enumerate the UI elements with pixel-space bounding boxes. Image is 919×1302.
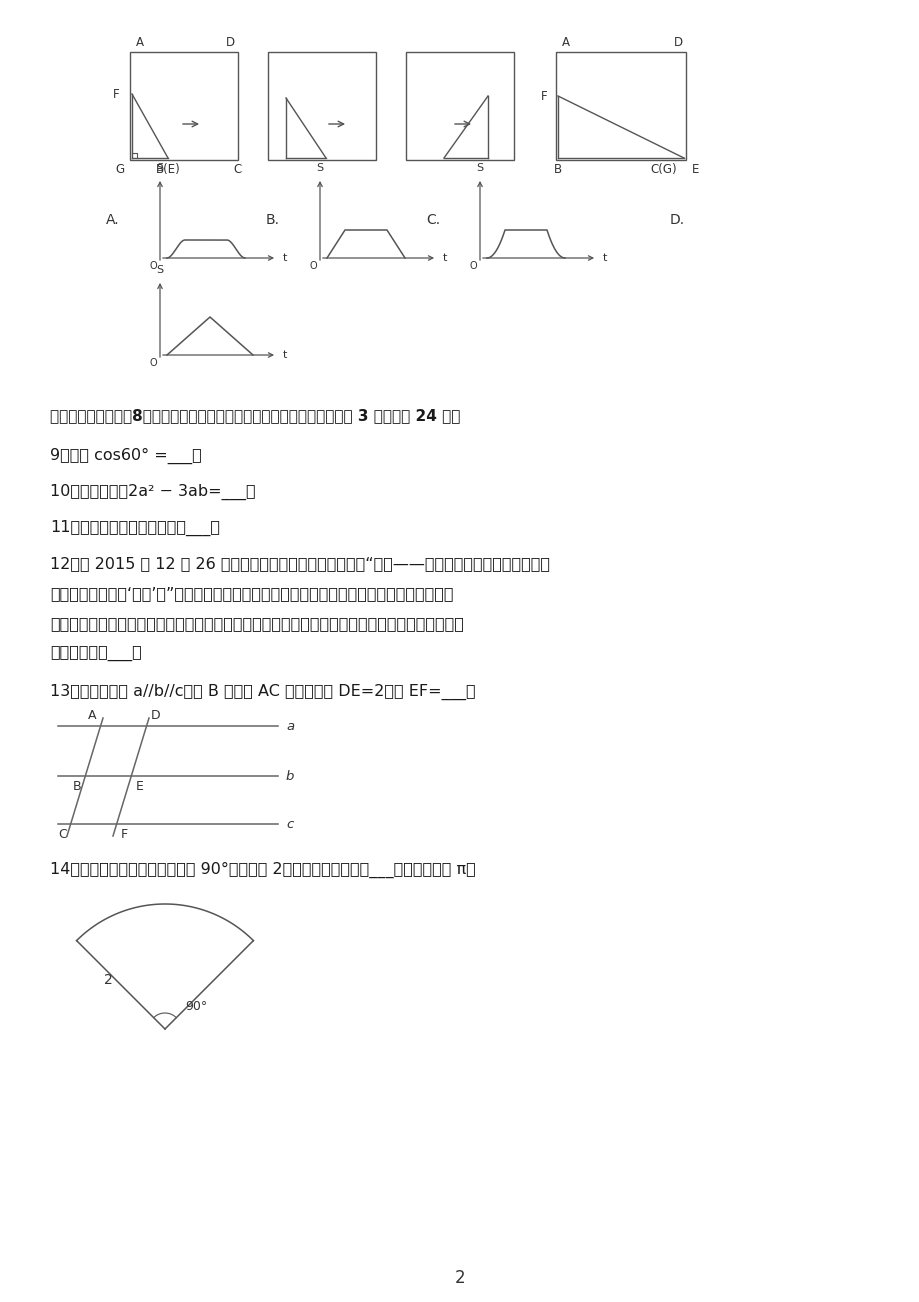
Text: 准备星期天去参观其中一个馆，假设参观者选择每一个馆参观的机会均等，则小张同学选择参观博: 准备星期天去参观其中一个馆，假设参观者选择每一个馆参观的机会均等，则小张同学选择… bbox=[50, 616, 463, 631]
Text: A: A bbox=[562, 36, 570, 49]
Text: D: D bbox=[151, 710, 160, 723]
Text: B: B bbox=[553, 163, 562, 176]
Text: t: t bbox=[443, 253, 447, 263]
Text: 13．如图，直线 a//b//c，点 B 是线段 AC 的中点，若 DE=2，则 EF=___．: 13．如图，直线 a//b//c，点 B 是线段 AC 的中点，若 DE=2，则… bbox=[50, 684, 475, 700]
Text: b: b bbox=[286, 769, 294, 783]
Text: F: F bbox=[120, 828, 128, 841]
Text: D: D bbox=[225, 36, 234, 49]
Text: D: D bbox=[673, 36, 682, 49]
Text: c: c bbox=[286, 818, 293, 831]
Text: C(G): C(G) bbox=[650, 163, 676, 176]
Text: S: S bbox=[316, 163, 323, 173]
Text: a: a bbox=[286, 720, 294, 733]
Text: 2: 2 bbox=[454, 1269, 465, 1286]
Text: t: t bbox=[283, 350, 287, 359]
Text: 12．从 2015 年 12 月 26 日起，一艘载满湘潭历史和文化的“航船——湘潭市规划展示馆、博物馆和: 12．从 2015 年 12 月 26 日起，一艘载满湘潭历史和文化的“航船——… bbox=[50, 556, 550, 572]
Text: B: B bbox=[73, 780, 81, 793]
Text: t: t bbox=[602, 253, 607, 263]
Text: 9．计算 cos60° =___．: 9．计算 cos60° =___． bbox=[50, 448, 201, 465]
Text: A: A bbox=[136, 36, 144, 49]
Text: 14．如图，一个扇形的圆心角为 90°，半径为 2，则该扇形的弧长是___．（结果保留 π）: 14．如图，一个扇形的圆心角为 90°，半径为 2，则该扇形的弧长是___．（结… bbox=[50, 862, 475, 879]
Text: A: A bbox=[88, 710, 96, 723]
Text: E: E bbox=[135, 780, 143, 793]
Text: F: F bbox=[112, 87, 119, 100]
Text: B(E): B(E) bbox=[155, 163, 180, 176]
Text: O: O bbox=[149, 260, 157, 271]
Text: t: t bbox=[283, 253, 287, 263]
Text: C.: C. bbox=[425, 214, 439, 228]
Text: S: S bbox=[156, 163, 164, 173]
Text: A.: A. bbox=[107, 214, 119, 228]
Text: S: S bbox=[476, 163, 483, 173]
Text: F: F bbox=[540, 90, 547, 103]
Text: C: C bbox=[58, 828, 66, 841]
Text: 90°: 90° bbox=[185, 1000, 207, 1013]
Text: G: G bbox=[115, 163, 124, 176]
Text: O: O bbox=[309, 260, 317, 271]
Text: 物馆的概率为___．: 物馆的概率为___． bbox=[50, 646, 142, 661]
Text: 11．四边形的内角和的度数为___．: 11．四边形的内角和的度数为___． bbox=[50, 519, 220, 536]
Text: 党史馆（以下简称‘三馆’）”正式起航，市民可以免费到三馆参观．听说这个好消息，小张同学: 党史馆（以下简称‘三馆’）”正式起航，市民可以免费到三馆参观．听说这个好消息，小… bbox=[50, 586, 453, 602]
Text: 2: 2 bbox=[105, 973, 113, 987]
Text: E: E bbox=[692, 163, 699, 176]
Text: 10．分解因式：2a² − 3ab=___．: 10．分解因式：2a² − 3ab=___． bbox=[50, 484, 255, 500]
Text: S: S bbox=[156, 266, 164, 275]
Text: C: C bbox=[233, 163, 242, 176]
Text: B.: B. bbox=[266, 214, 279, 228]
Text: 二、填空题（本题兲8个小题，请将答案写在答题卡相应的位置上，每小题 3 分，满分 24 分）: 二、填空题（本题兲8个小题，请将答案写在答题卡相应的位置上，每小题 3 分，满分… bbox=[50, 408, 460, 423]
Text: O: O bbox=[469, 260, 476, 271]
Text: D.: D. bbox=[669, 214, 685, 228]
Text: O: O bbox=[149, 358, 157, 368]
